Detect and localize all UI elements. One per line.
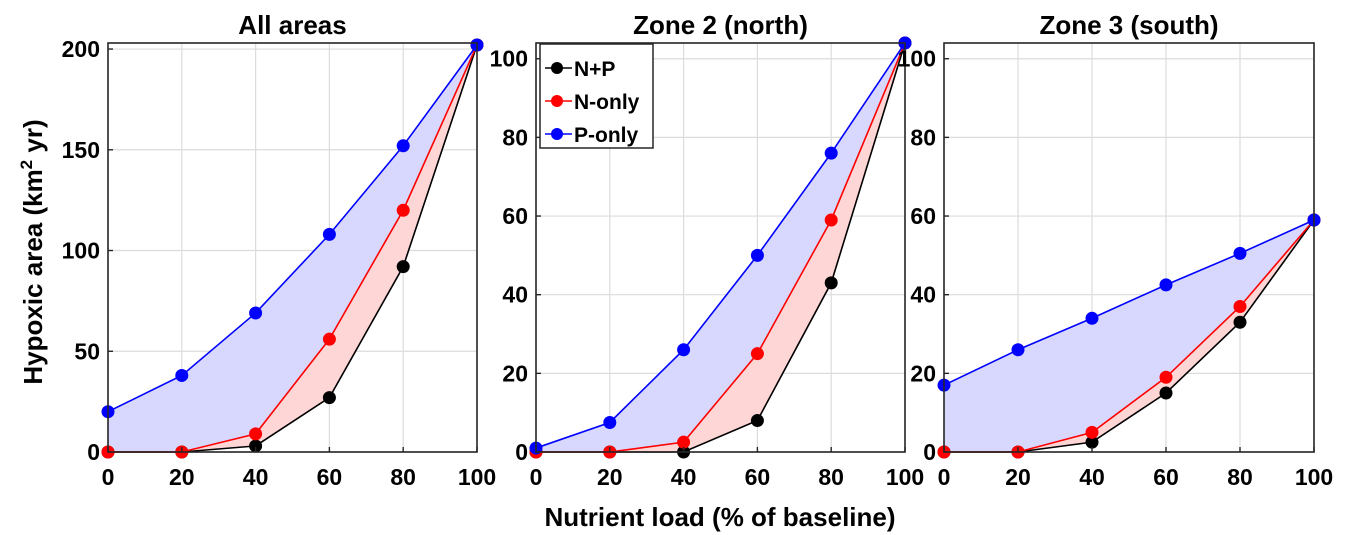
legend-entry-p-only: P-only xyxy=(545,124,638,147)
data-point-p-only xyxy=(1233,246,1247,260)
data-point-p-only xyxy=(322,227,336,241)
legend-marker-n-p xyxy=(551,62,563,74)
y-tick-label: 100 xyxy=(490,46,528,72)
y-tick-label: 200 xyxy=(62,36,100,62)
fill-n-only-n-p xyxy=(536,43,905,452)
data-point-n-only xyxy=(1085,425,1099,439)
legend-marker-n-only xyxy=(551,95,563,107)
x-tick-label: 60 xyxy=(317,464,343,490)
x-tick-label: 40 xyxy=(1079,464,1105,490)
legend-label-n-only: N-only xyxy=(574,91,640,114)
x-tick-label: 20 xyxy=(169,464,195,490)
fill-p-only-n-only xyxy=(108,45,477,453)
fill-n-only-n-p xyxy=(108,45,477,453)
x-tick-label: 0 xyxy=(530,464,543,490)
plot-frame xyxy=(107,42,478,453)
x-tick-label: 40 xyxy=(243,464,269,490)
legend: N+P N-only P-only xyxy=(539,43,654,149)
series-line-p-only xyxy=(107,44,478,413)
panel-zone-2: 0 20 40 60 80 100 0 20 40 60 80 100 Zone 2 (north) xyxy=(490,10,925,490)
data-point-p-only xyxy=(1011,343,1025,357)
data-point-p-only xyxy=(175,368,189,382)
legend-label-p-only: P-only xyxy=(574,124,638,147)
y-axis-label-end: yr) xyxy=(18,119,48,159)
data-point-n-only xyxy=(396,203,410,217)
x-tick-label: 0 xyxy=(938,464,951,490)
data-point-n-p xyxy=(396,260,410,274)
y-tick-label: 50 xyxy=(74,338,100,364)
data-point-n-p xyxy=(1159,386,1173,400)
y-tick-label: 60 xyxy=(910,203,936,229)
x-tick-label: 100 xyxy=(1295,464,1333,490)
data-point-n-p xyxy=(322,391,336,405)
y-tick-label: 0 xyxy=(87,439,100,465)
x-tick-label: 80 xyxy=(390,464,416,490)
y-tick-label: 40 xyxy=(910,282,936,308)
series-line-p-only xyxy=(535,42,906,449)
data-point-n-only xyxy=(750,347,764,361)
data-point-n-only xyxy=(249,427,263,441)
x-axis-label: Nutrient load (% of baseline) xyxy=(544,502,895,532)
legend-entry-n-only: N-only xyxy=(545,91,640,114)
y-axis-label: Hypoxic area (km2 yr) xyxy=(17,119,48,384)
legend-marker-p-only xyxy=(551,128,563,140)
data-point-n-p xyxy=(1233,315,1247,329)
panel-title: All areas xyxy=(238,10,346,40)
x-tick-label: 20 xyxy=(597,464,623,490)
plot-frame xyxy=(943,42,1315,453)
data-point-n-only xyxy=(1233,299,1247,313)
x-tick-label: 80 xyxy=(818,464,844,490)
y-tick-label: 40 xyxy=(502,282,528,308)
data-point-n-p xyxy=(824,276,838,290)
y-axis-label-sup: 2 xyxy=(17,160,36,169)
data-point-n-only xyxy=(677,435,691,449)
data-point-n-only xyxy=(824,213,838,227)
y-tick-label: 20 xyxy=(502,360,528,386)
data-point-p-only xyxy=(1159,278,1173,292)
panel-all-areas: 0 20 40 60 80 100 0 50 100 150 200 All areas xyxy=(62,10,497,490)
x-tick-label: 60 xyxy=(745,464,771,490)
legend-label-n-p: N+P xyxy=(574,58,615,81)
y-tick-label: 150 xyxy=(62,137,100,163)
data-point-p-only xyxy=(603,416,617,430)
panel-zone-3: 0 20 40 60 80 100 0 20 40 60 80 100 Zone 3 (south) xyxy=(898,10,1334,490)
data-point-p-only xyxy=(396,139,410,153)
x-tick-label: 60 xyxy=(1153,464,1179,490)
panel-title: Zone 2 (north) xyxy=(633,10,808,40)
y-tick-label: 100 xyxy=(898,46,936,72)
legend-entry-n-p: N+P xyxy=(545,58,615,81)
x-tick-label: 80 xyxy=(1227,464,1253,490)
x-tick-label: 100 xyxy=(886,464,924,490)
y-tick-label: 80 xyxy=(910,124,936,150)
data-point-n-p xyxy=(750,414,764,428)
data-point-n-only xyxy=(322,332,336,346)
y-tick-label: 0 xyxy=(923,439,936,465)
fill-p-only-n-only xyxy=(536,43,905,452)
x-tick-label: 0 xyxy=(102,464,115,490)
data-point-n-p xyxy=(1085,435,1099,449)
data-point-p-only xyxy=(249,306,263,320)
x-tick-label: 100 xyxy=(458,464,496,490)
data-point-n-only xyxy=(1159,370,1173,384)
series-line-p-only xyxy=(943,219,1315,386)
fill-p-only-n-only xyxy=(944,219,1314,452)
y-tick-label: 0 xyxy=(515,439,528,465)
x-tick-label: 40 xyxy=(671,464,697,490)
data-point-p-only xyxy=(750,248,764,262)
y-tick-label: 20 xyxy=(910,360,936,386)
y-axis-label-main: Hypoxic area (km xyxy=(18,169,48,384)
y-tick-label: 60 xyxy=(502,203,528,229)
x-tick-label: 20 xyxy=(1005,464,1031,490)
y-tick-label: 80 xyxy=(502,124,528,150)
panel-title: Zone 3 (south) xyxy=(1039,10,1218,40)
plot-frame xyxy=(535,42,906,453)
data-point-p-only xyxy=(677,343,691,357)
data-point-p-only xyxy=(824,146,838,160)
y-tick-label: 100 xyxy=(62,238,100,264)
data-point-n-p xyxy=(249,439,263,453)
data-point-p-only xyxy=(1085,311,1099,325)
